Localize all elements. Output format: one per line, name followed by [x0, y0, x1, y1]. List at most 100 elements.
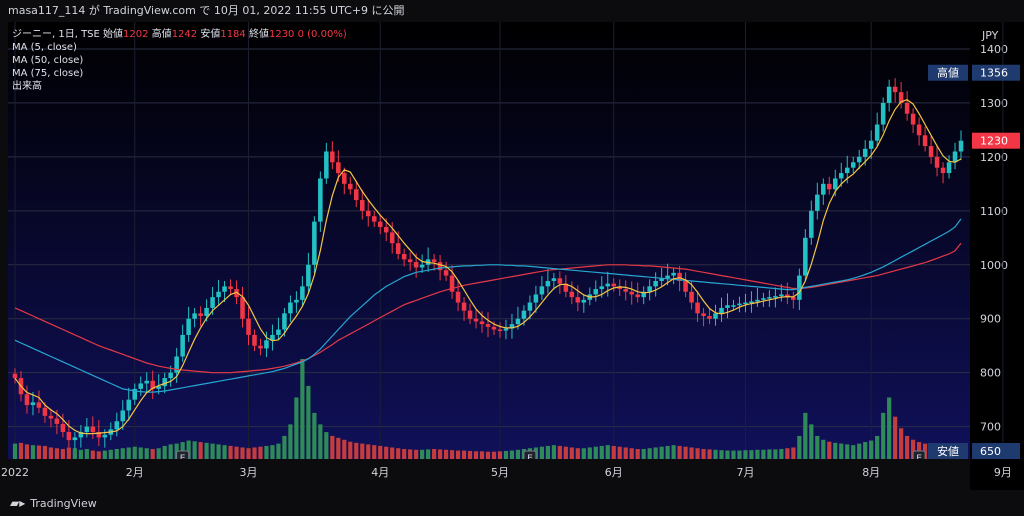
volume-bar — [246, 448, 251, 459]
volume-bar — [551, 445, 556, 459]
candle — [767, 290, 772, 307]
candle-body — [383, 227, 389, 233]
volume-bar — [887, 397, 892, 459]
candle-body — [599, 286, 605, 290]
volume-bar — [857, 443, 862, 459]
candle — [120, 400, 126, 430]
candle — [545, 269, 551, 294]
candle — [497, 322, 503, 338]
candle — [156, 374, 161, 395]
candle-body — [749, 301, 754, 303]
time-tick-label: 2022 — [1, 466, 29, 479]
candle — [324, 142, 329, 184]
candlestick-chart[interactable]: 70080090010001100120013001400JPYEEE20222… — [0, 22, 1024, 490]
volume-bar — [252, 447, 257, 459]
price-tick-label: 1200 — [980, 151, 1008, 164]
candle — [48, 408, 54, 428]
candle — [850, 156, 856, 174]
publish-line: masa117_114 が TradingView.com で 10月 01, … — [8, 4, 405, 17]
candle-body — [515, 318, 521, 325]
candle — [126, 387, 132, 421]
volume-bar — [575, 448, 580, 459]
volume-bar — [911, 439, 916, 459]
publish-header: masa117_114 が TradingView.com で 10月 01, … — [0, 0, 1024, 22]
candle-body — [779, 294, 784, 297]
volume-bar — [641, 449, 646, 459]
candle — [359, 189, 365, 220]
volume-bar — [701, 449, 706, 459]
candle — [270, 324, 275, 351]
candle-body — [54, 418, 60, 424]
candle-body — [234, 289, 239, 298]
candle-body — [413, 262, 419, 268]
time-tick-label: 5月 — [491, 466, 509, 479]
price-tick-label: 1000 — [980, 259, 1008, 272]
candle-body — [30, 402, 36, 406]
candle — [186, 306, 191, 342]
candle — [371, 210, 377, 228]
volume-bar — [869, 440, 874, 459]
candle — [78, 425, 84, 448]
volume-bar — [677, 445, 682, 459]
volume-bar — [539, 446, 544, 459]
candle — [779, 284, 784, 302]
legend-ma5[interactable]: MA (5, close) — [12, 42, 77, 53]
candle — [629, 281, 634, 305]
candle-body — [186, 318, 191, 335]
legend-volume[interactable]: 出来高 — [12, 81, 42, 92]
candle — [725, 293, 730, 319]
volume-bar — [72, 448, 77, 459]
candle-body — [491, 326, 497, 330]
volume-bar — [629, 448, 634, 459]
volume-bar — [360, 443, 365, 459]
candle-body — [527, 302, 533, 311]
volume-bar — [162, 445, 167, 459]
candle-body — [958, 140, 964, 152]
volume-bar — [689, 447, 694, 459]
candle — [264, 331, 269, 358]
volume-bar — [851, 445, 856, 459]
volume-bar — [324, 432, 329, 459]
candle — [886, 79, 892, 112]
legend-close-label: 終値 — [248, 29, 269, 40]
volume-bar — [713, 449, 718, 459]
candle-body — [797, 275, 802, 300]
price-badge-label: 高値 — [937, 66, 959, 80]
volume-bar — [605, 445, 610, 459]
candle-body — [623, 289, 628, 292]
candle — [623, 280, 628, 301]
candle-body — [868, 140, 874, 149]
candle-body — [743, 302, 748, 305]
candle-body — [138, 383, 144, 389]
volume-bar — [755, 449, 760, 459]
legend-symbol[interactable]: ジーニー, 1日, TSE — [12, 29, 100, 40]
candle-body — [856, 156, 862, 163]
legend-ma75[interactable]: MA (75, close) — [12, 68, 84, 79]
volume-bar — [659, 446, 664, 459]
volume-bar — [138, 447, 143, 459]
candle-body — [437, 262, 443, 271]
legend-ma50[interactable]: MA (50, close) — [12, 55, 84, 66]
candle-body — [904, 102, 910, 114]
volume-bar — [593, 446, 598, 459]
candle-body — [874, 124, 880, 141]
candle — [473, 310, 479, 329]
price-badge-box — [972, 132, 1020, 149]
candle-body — [395, 243, 401, 254]
candle — [461, 297, 467, 321]
candle-body — [431, 259, 437, 263]
candle-body — [581, 299, 587, 303]
volume-bar — [264, 445, 269, 459]
candle-body — [689, 291, 694, 303]
volume-bar — [443, 449, 449, 459]
tradingview-logo[interactable]: ▰▸ TradingView — [10, 496, 97, 510]
candle-body — [605, 283, 611, 287]
volume-bar — [683, 446, 688, 459]
time-tick-label: 6月 — [605, 466, 623, 479]
volume-bar — [503, 450, 509, 459]
volume-bar — [725, 450, 730, 459]
volume-bar — [90, 450, 95, 459]
volume-bar — [497, 451, 503, 459]
volume-bar — [833, 442, 838, 459]
candle-body — [569, 291, 575, 298]
